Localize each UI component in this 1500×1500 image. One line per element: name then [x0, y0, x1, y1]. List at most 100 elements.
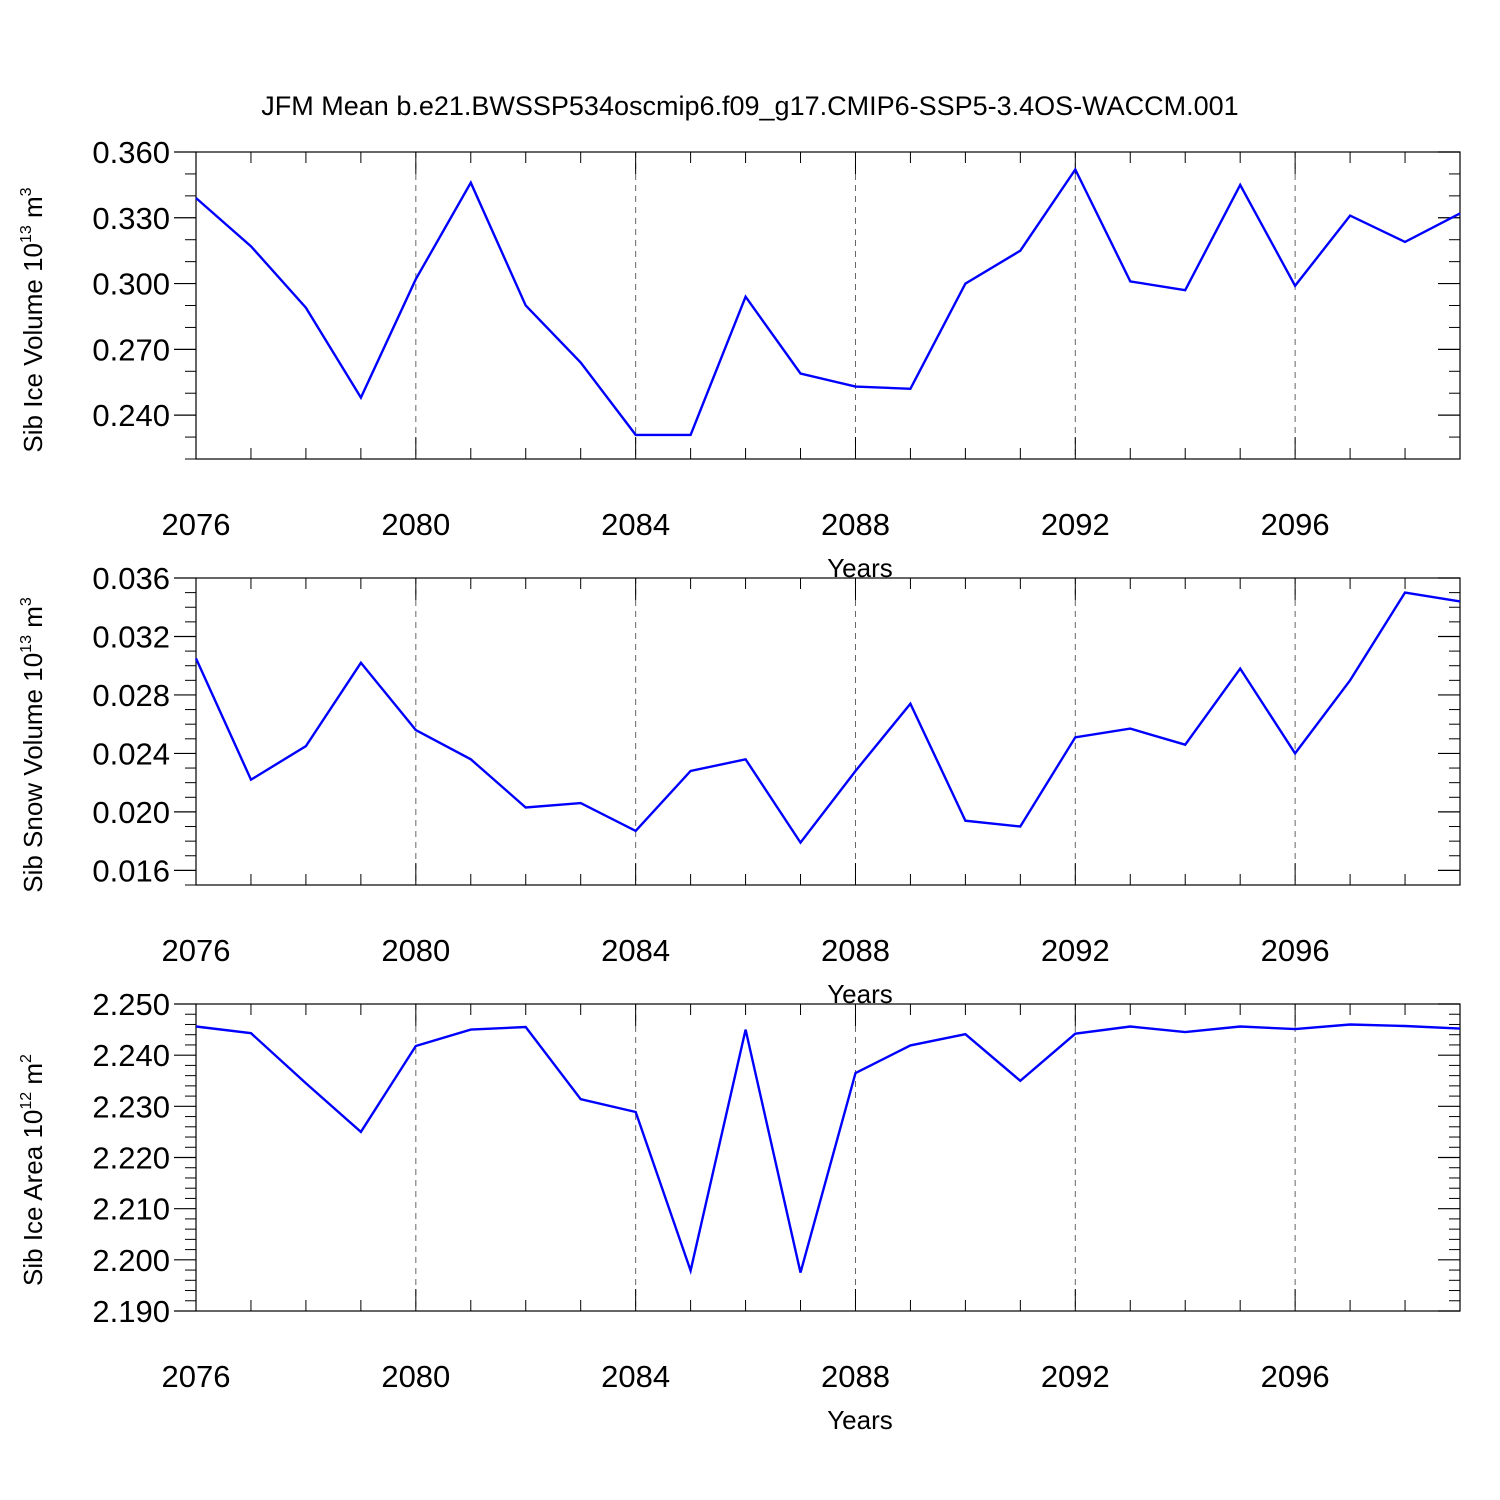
x-tick-label: 2076	[162, 507, 231, 542]
x-tick-label: 2080	[381, 1359, 450, 1394]
y-tick-label: 0.036	[92, 561, 170, 596]
data-point	[1073, 1032, 1077, 1036]
data-point	[689, 1269, 693, 1273]
x-tick-label: 2076	[162, 1359, 231, 1394]
y-tick-label: 2.190	[92, 1294, 170, 1329]
data-point	[524, 806, 528, 810]
data-point	[524, 1025, 528, 1029]
data-point	[908, 387, 912, 391]
data-point	[359, 1130, 363, 1134]
data-point	[304, 744, 308, 748]
data-point	[304, 1081, 308, 1085]
plot-frame	[195, 577, 1461, 886]
data-point	[908, 702, 912, 706]
data-point	[1018, 825, 1022, 829]
data-point	[304, 306, 308, 310]
data-point	[249, 1031, 253, 1035]
data-point	[1403, 1024, 1407, 1028]
data-point	[853, 1071, 857, 1075]
y-tick-label: 2.200	[92, 1243, 170, 1278]
data-point	[1348, 214, 1352, 218]
y-tick-label: 0.024	[92, 736, 170, 771]
data-point	[1458, 211, 1462, 215]
data-point	[634, 433, 638, 437]
series-line	[195, 1023, 1461, 1275]
x-tick-label: 2080	[381, 933, 450, 968]
x-tick-label: 2096	[1261, 933, 1330, 968]
data-point	[579, 361, 583, 365]
data-point	[194, 196, 198, 200]
x-tick-label: 2084	[601, 1359, 670, 1394]
chart-panel-1: 0.240 0.270 0.300 0.330 0.360 2076 2080 2084 208…	[18, 135, 1462, 583]
y-tick-label: 0.016	[92, 853, 170, 888]
data-point	[1238, 667, 1242, 671]
data-point	[359, 396, 363, 400]
x-tick-label: 2092	[1041, 507, 1110, 542]
x-tick-label: 2084	[601, 933, 670, 968]
data-point	[1293, 284, 1297, 288]
data-point	[799, 1271, 803, 1275]
y-tick-label: 0.032	[92, 619, 170, 654]
data-point	[1403, 591, 1407, 595]
data-point	[1403, 240, 1407, 244]
data-point	[414, 277, 418, 281]
data-point	[1073, 735, 1077, 739]
data-point	[1293, 751, 1297, 755]
data-point	[634, 829, 638, 833]
data-point	[469, 757, 473, 761]
data-point	[744, 757, 748, 761]
data-point	[1238, 1025, 1242, 1029]
data-point	[1238, 183, 1242, 187]
plot-frame	[195, 151, 1461, 460]
x-tick-label: 2096	[1261, 507, 1330, 542]
data-point	[1458, 599, 1462, 603]
y-tick-label: 0.020	[92, 795, 170, 830]
data-point	[744, 295, 748, 299]
y-tick-label: 2.240	[92, 1038, 170, 1073]
data-point	[194, 656, 198, 660]
y-tick-label: 2.220	[92, 1141, 170, 1176]
data-point	[414, 1044, 418, 1048]
data-point	[744, 1028, 748, 1032]
data-point	[853, 769, 857, 773]
y-tick-label: 0.330	[92, 201, 170, 236]
y-axis-label: Sib Ice Volume 1013 m3	[18, 187, 48, 452]
x-tick-label: 2088	[821, 933, 890, 968]
data-point	[1183, 1030, 1187, 1034]
data-point	[963, 819, 967, 823]
x-tick-label: 2088	[821, 1359, 890, 1394]
data-point	[689, 433, 693, 437]
panels: 0.240 0.270 0.300 0.330 0.360 2076 2080 2084 208…	[18, 135, 1462, 1435]
data-point	[579, 1097, 583, 1101]
data-point	[1348, 678, 1352, 682]
data-point	[579, 801, 583, 805]
data-point	[908, 1043, 912, 1047]
chart-panel-2: 0.016 0.020 0.024 0.028 0.032 0.036 2076 2080 20…	[18, 561, 1462, 1009]
y-tick-label: 0.028	[92, 678, 170, 713]
data-point	[799, 371, 803, 375]
x-axis-label: Years	[827, 1405, 893, 1435]
y-tick-label: 0.360	[92, 135, 170, 170]
data-point	[249, 778, 253, 782]
data-point	[1183, 288, 1187, 292]
y-axis-label: Sib Ice Area 1012 m2	[18, 1054, 48, 1286]
data-point	[1293, 1027, 1297, 1031]
data-point	[1128, 279, 1132, 283]
data-point	[963, 282, 967, 286]
x-tick-label: 2080	[381, 507, 450, 542]
data-point	[469, 1028, 473, 1032]
data-point	[799, 841, 803, 845]
data-point	[1348, 1022, 1352, 1026]
data-point	[963, 1032, 967, 1036]
data-point	[359, 661, 363, 665]
data-point	[194, 1025, 198, 1029]
data-point	[1018, 249, 1022, 253]
data-point	[1128, 1025, 1132, 1029]
chart-panel-3: 2.190 2.200 2.210 2.220 2.230 2.240 2.250 2076 2…	[18, 987, 1461, 1435]
x-tick-label: 2084	[601, 507, 670, 542]
data-point	[414, 728, 418, 732]
y-axis-label: Sib Snow Volume 1013 m3	[18, 597, 48, 893]
data-point	[1128, 727, 1132, 731]
y-tick-label: 0.300	[92, 267, 170, 302]
